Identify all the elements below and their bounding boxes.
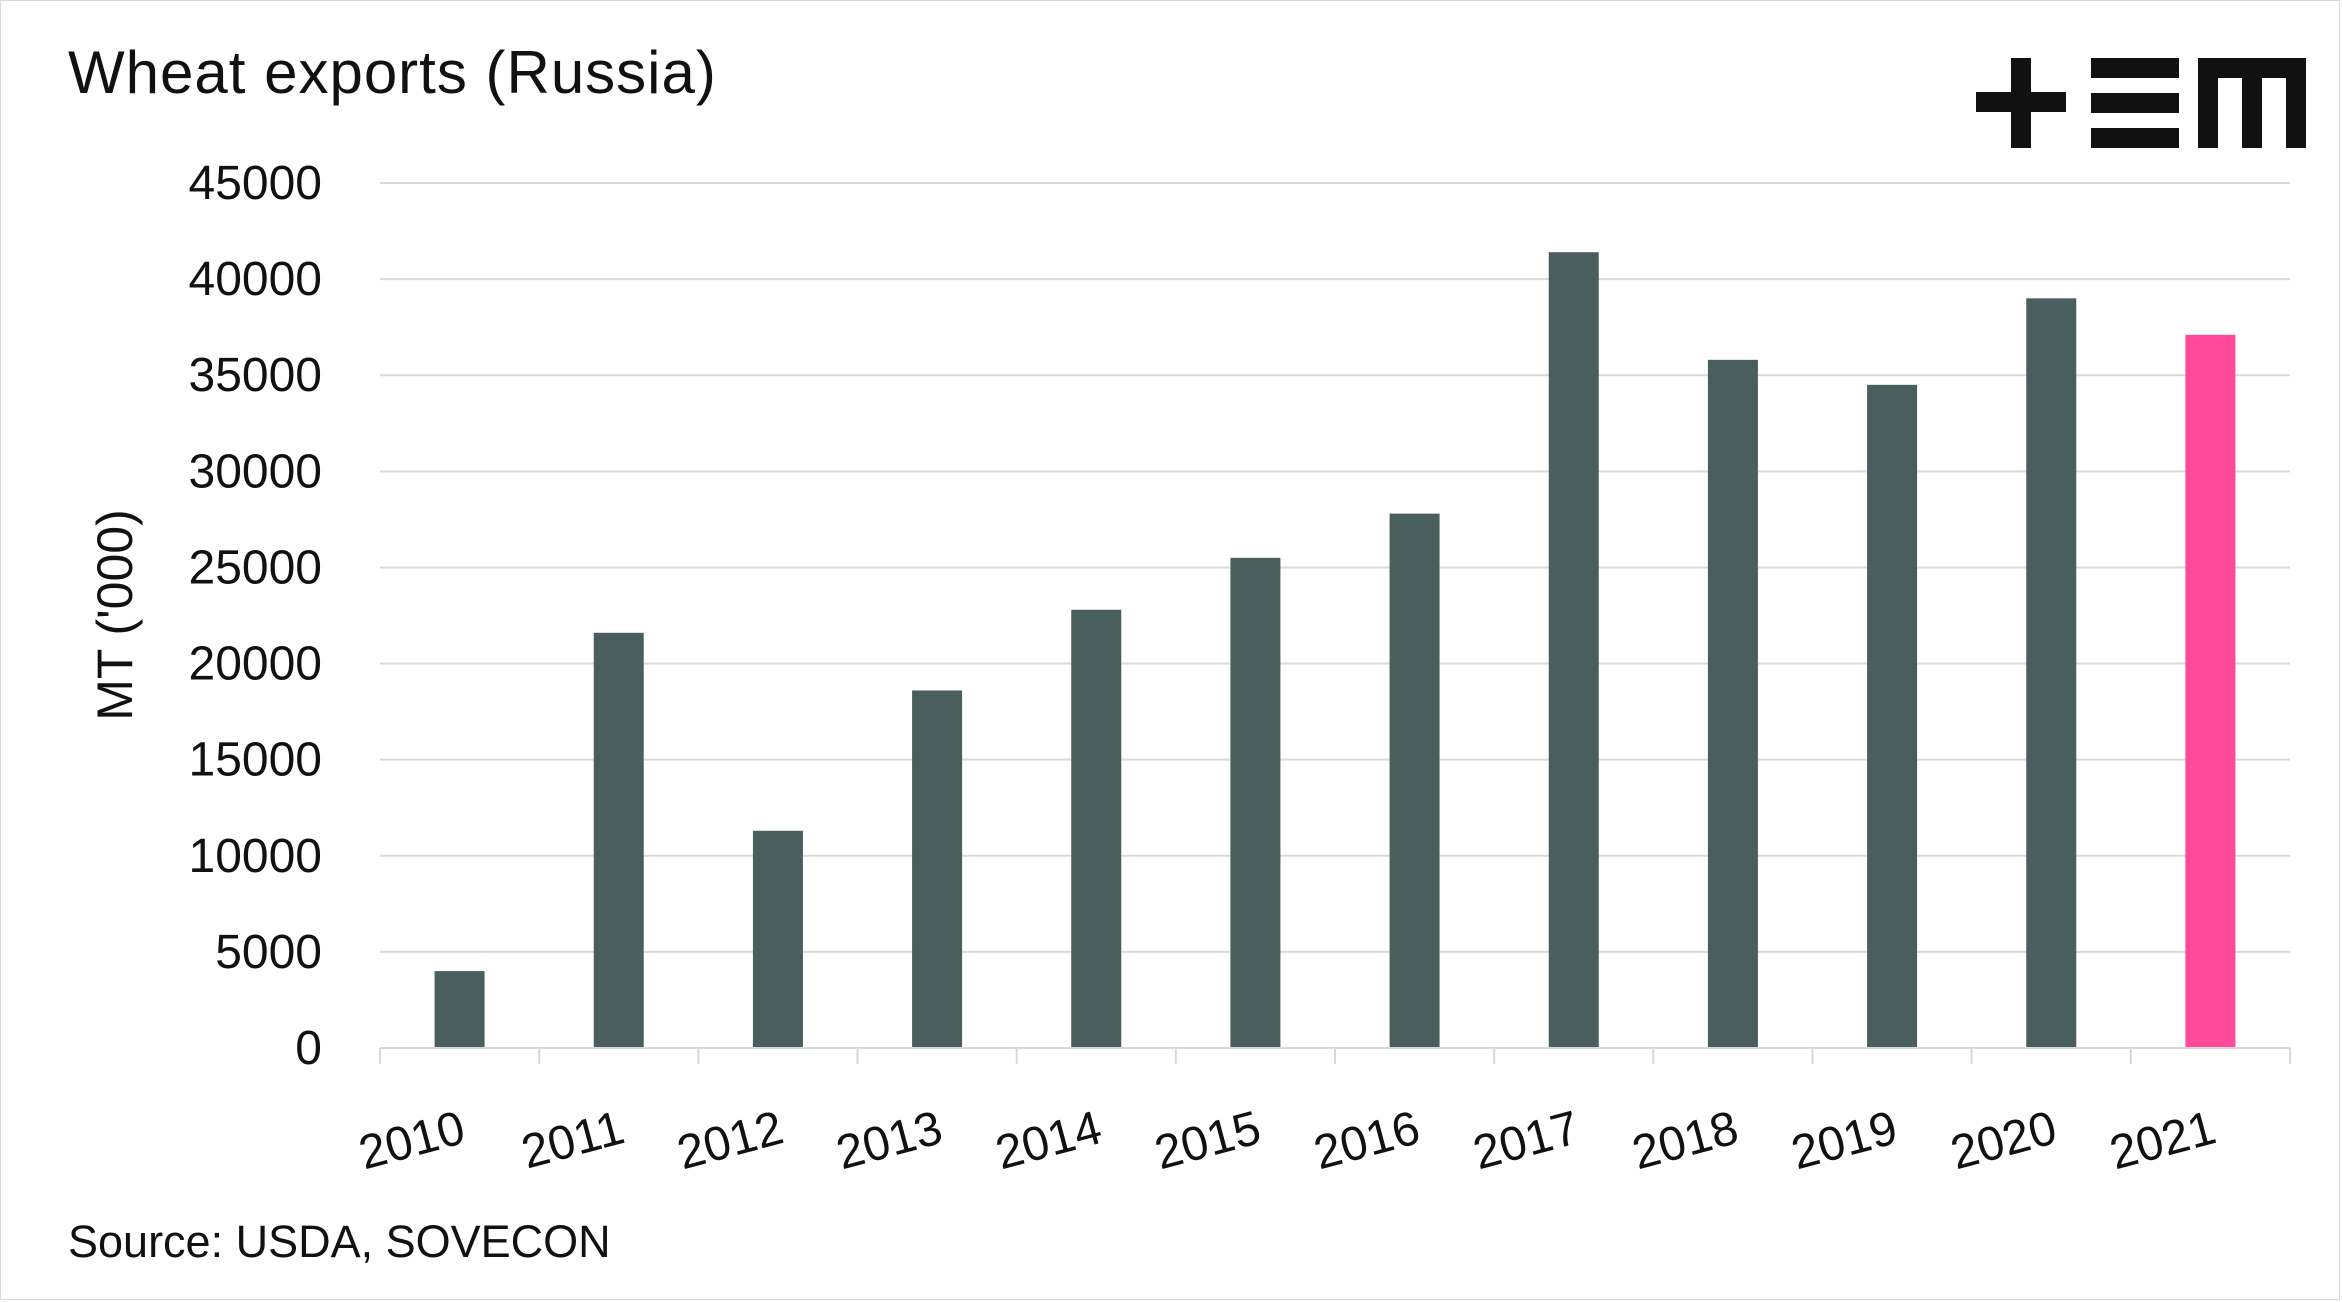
- source-note: Source: USDA, SOVECON: [68, 1216, 611, 1267]
- chart-title: Wheat exports (Russia): [68, 39, 717, 106]
- x-tick-label: 2017: [1468, 1101, 1585, 1180]
- y-tick-label: 20000: [189, 638, 322, 691]
- y-axis-label: MT ('000): [87, 509, 143, 720]
- logo-plus-vertical: [2011, 58, 2031, 148]
- plus-em-logo-icon: [1976, 58, 2306, 148]
- bar-2020: [2026, 298, 2077, 1048]
- gridlines: [380, 182, 2290, 953]
- x-tick-label: 2011: [516, 1101, 629, 1179]
- x-tick-label: 2015: [1149, 1101, 1266, 1180]
- y-tick-label: 5000: [215, 926, 322, 979]
- logo-m-center: [2242, 58, 2262, 148]
- logo-e-top: [2091, 58, 2179, 78]
- bar-2015: [1230, 557, 1281, 1048]
- bar-2014: [1071, 609, 1122, 1048]
- logo-m-right: [2286, 58, 2306, 148]
- bar-2012: [752, 830, 803, 1048]
- x-tick-label: 2013: [831, 1101, 948, 1180]
- y-tick-label: 30000: [189, 445, 322, 498]
- logo-e-bottom: [2091, 128, 2179, 148]
- bar-2011: [593, 632, 644, 1048]
- y-tick-label: 0: [295, 1022, 322, 1075]
- y-tick-label: 40000: [189, 253, 322, 306]
- bar-2010: [434, 971, 485, 1048]
- bar-2013: [912, 690, 963, 1048]
- x-tick-label: 2019: [1786, 1101, 1903, 1180]
- x-tick-labels: 2010 2011 2012 2013 2014 2015 2016 2017 2018 2019…: [354, 1101, 2222, 1180]
- x-tick-label: 2021: [2104, 1101, 2221, 1180]
- logo-m-left: [2198, 58, 2218, 148]
- bar-2016: [1389, 513, 1440, 1048]
- bar-2019: [1867, 384, 1918, 1048]
- y-tick-label: 35000: [189, 349, 322, 402]
- x-axis: [379, 1047, 2291, 1064]
- bars: [434, 252, 2236, 1048]
- logo-e-middle: [2091, 93, 2179, 113]
- y-tick-label: 25000: [189, 541, 322, 594]
- bar-2021: [2185, 334, 2236, 1048]
- x-tick-label: 2016: [1309, 1101, 1426, 1180]
- bar-2017: [1548, 252, 1599, 1048]
- y-tick-label: 10000: [189, 830, 322, 883]
- x-tick-label: 2020: [1945, 1101, 2062, 1180]
- y-tick-labels: 0 5000 10000 15000 20000 25000 30000 35000 40000…: [189, 157, 322, 1075]
- x-tick-label: 2018: [1627, 1101, 1744, 1180]
- x-tick-label: 2010: [354, 1101, 471, 1180]
- bar-2018: [1707, 359, 1758, 1048]
- x-tick-label: 2014: [990, 1101, 1107, 1180]
- y-tick-label: 15000: [189, 734, 322, 787]
- x-tick-label: 2012: [672, 1101, 789, 1180]
- y-tick-label: 45000: [189, 157, 322, 210]
